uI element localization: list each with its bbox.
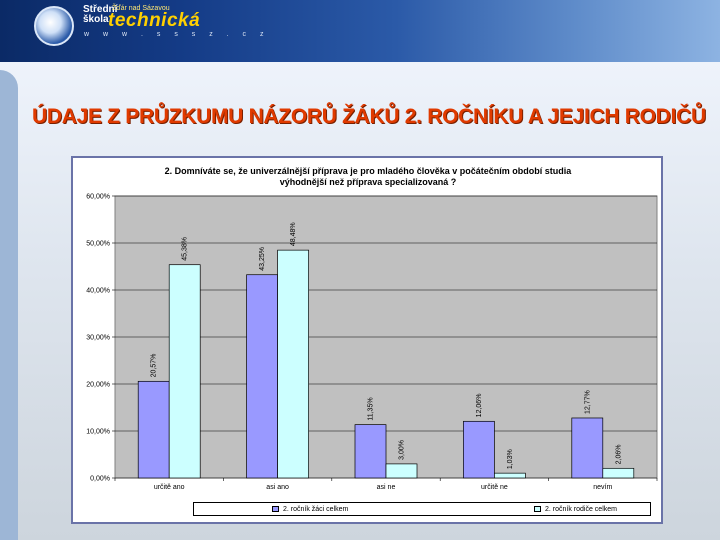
data-label: 43,25% [259, 247, 266, 271]
x-category-label: nevím [593, 484, 612, 491]
legend-swatch-parents [534, 506, 541, 512]
x-category-label: asi ne [377, 484, 396, 491]
y-tick-label: 50,00% [86, 241, 110, 248]
data-label: 3,00% [399, 440, 406, 460]
y-tick-label: 60,00% [86, 194, 110, 201]
chart-title-line2: výhodnější než příprava specializovaná ? [279, 177, 457, 187]
data-label: 2,06% [615, 444, 622, 464]
logo-technicka: technická [108, 10, 201, 31]
data-label: 48,48% [290, 222, 297, 246]
bar-parents [494, 472, 526, 479]
x-category-label: určitě ne [481, 484, 508, 491]
data-label: 12,06% [476, 394, 483, 418]
chart-title: 2. Domníváte se, že univerzálnější přípr… [133, 166, 603, 188]
bar-parents [602, 467, 635, 479]
bar-parents [277, 249, 309, 479]
chart-title-line1: 2. Domníváte se, že univerzálnější přípr… [164, 166, 572, 176]
logo-line1: Střední [83, 4, 118, 15]
y-tick-label: 10,00% [86, 429, 110, 436]
data-label: 1,03% [507, 449, 514, 469]
bar-parents [168, 264, 201, 479]
y-tick-label: 0,00% [90, 476, 110, 483]
data-label: 11,35% [368, 397, 375, 420]
y-tick-label: 20,00% [86, 382, 110, 389]
legend-swatch-students [272, 506, 279, 512]
legend-label-parents: 2. ročník rodiče celkem [545, 506, 617, 513]
logo-town: Žďár nad Sázavou [112, 5, 170, 12]
bar-students [354, 424, 387, 479]
bar-parents [385, 463, 418, 479]
data-label: 20,57% [151, 354, 158, 378]
bar-students [246, 274, 278, 479]
y-tick-label: 30,00% [86, 335, 110, 342]
y-tick-label: 40,00% [86, 288, 110, 295]
bar-students [571, 417, 604, 479]
bar-students [463, 420, 495, 479]
bar-students [137, 380, 170, 479]
data-label: 12,77% [584, 390, 591, 414]
header-banner: Střední škola Žďár nad Sázavou technická… [0, 0, 720, 62]
slide-edge-decoration [0, 70, 18, 540]
school-logo-icon [34, 6, 74, 46]
chart-legend: 2. ročník žáci celkem 2. ročník rodiče c… [193, 502, 651, 516]
legend-label-students: 2. ročník žáci celkem [283, 506, 349, 513]
chart-frame: 2. Domníváte se, že univerzálnější přípr… [71, 156, 663, 524]
logo-line2: škola [83, 14, 109, 25]
bar-chart: 0,00% 10,00% 20,00% 30,00% 40,00% 50,00% 60,00… [86, 194, 658, 491]
x-category-label: asi ano [266, 484, 289, 491]
logo-website[interactable]: w w w . s s s z . c z [84, 31, 270, 38]
page-title: ÚDAJE Z PRŮZKUMU NÁZORŮ ŽÁKŮ 2. ROČNÍKU … [32, 105, 706, 128]
data-label: 45,38% [182, 237, 189, 261]
x-category-label: určitě ano [154, 484, 185, 491]
